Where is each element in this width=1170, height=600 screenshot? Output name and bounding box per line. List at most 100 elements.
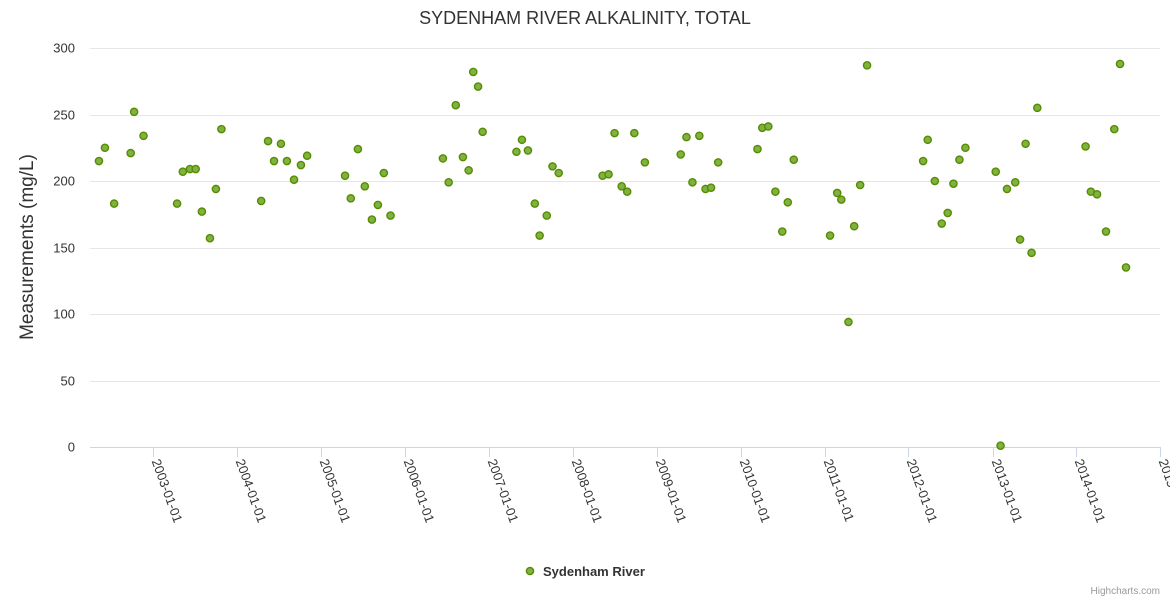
data-point[interactable] — [849, 221, 859, 231]
data-point[interactable] — [386, 211, 395, 220]
data-point[interactable] — [296, 160, 306, 170]
legend[interactable]: Sydenham River — [525, 564, 645, 579]
data-point[interactable] — [197, 207, 207, 216]
data-point[interactable] — [530, 199, 540, 208]
data-point[interactable] — [1101, 227, 1111, 236]
data-point[interactable] — [464, 166, 473, 175]
data-point[interactable] — [217, 124, 226, 134]
data-point[interactable] — [688, 178, 697, 187]
data-point[interactable] — [438, 154, 448, 163]
data-point[interactable] — [542, 211, 552, 220]
data-point[interactable] — [837, 195, 846, 204]
data-point[interactable] — [1033, 103, 1042, 113]
data-point[interactable] — [862, 60, 872, 70]
data-point[interactable] — [682, 132, 691, 142]
data-point[interactable] — [517, 135, 527, 145]
data-point[interactable] — [191, 164, 200, 174]
data-point[interactable] — [178, 167, 188, 176]
data-point[interactable] — [360, 182, 370, 191]
x-tick-label: 2009-01-01 — [653, 457, 690, 525]
data-point[interactable] — [961, 143, 970, 153]
data-point[interactable] — [1010, 178, 1020, 187]
data-point[interactable] — [844, 317, 853, 327]
data-point[interactable] — [451, 100, 461, 110]
data-point[interactable] — [100, 143, 110, 153]
data-point[interactable] — [996, 441, 1005, 450]
data-point[interactable] — [256, 196, 266, 206]
data-point[interactable] — [783, 197, 793, 207]
data-point[interactable] — [923, 135, 933, 145]
data-point[interactable] — [1115, 59, 1125, 69]
data-point[interactable] — [832, 188, 842, 198]
data-point[interactable] — [129, 107, 139, 117]
data-point[interactable] — [109, 199, 119, 208]
data-point[interactable] — [676, 150, 686, 159]
data-point[interactable] — [523, 146, 533, 155]
data-point[interactable] — [1109, 124, 1119, 134]
data-point[interactable] — [991, 167, 1001, 176]
data-point[interactable] — [340, 171, 350, 180]
data-point[interactable] — [263, 136, 273, 146]
data-point[interactable] — [94, 156, 104, 166]
legend-label[interactable]: Sydenham River — [543, 564, 645, 579]
data-point[interactable] — [1027, 248, 1036, 258]
x-tick-label: 2013-01-01 — [989, 457, 1026, 525]
data-point[interactable] — [302, 151, 312, 161]
x-tick-label: 2011-01-01 — [821, 457, 858, 524]
data-point[interactable] — [777, 227, 787, 236]
data-point[interactable] — [126, 148, 135, 158]
data-point[interactable] — [346, 193, 356, 203]
data-point[interactable] — [937, 219, 947, 228]
data-point[interactable] — [1002, 184, 1012, 194]
data-point[interactable] — [353, 144, 363, 154]
credits-link[interactable]: Highcharts.com — [1091, 586, 1160, 597]
data-point[interactable] — [771, 187, 780, 196]
data-point[interactable] — [276, 139, 286, 149]
data-point[interactable] — [1081, 142, 1090, 151]
data-point[interactable] — [211, 184, 221, 194]
data-point[interactable] — [548, 162, 557, 171]
y-gridlines — [90, 48, 1160, 382]
data-point[interactable] — [930, 176, 940, 186]
data-point[interactable] — [473, 82, 483, 91]
data-point[interactable] — [610, 128, 619, 138]
data-point[interactable] — [458, 152, 468, 162]
data-point[interactable] — [763, 122, 773, 131]
data-point[interactable] — [695, 131, 704, 141]
data-point[interactable] — [468, 67, 478, 77]
data-point[interactable] — [706, 183, 716, 192]
data-point[interactable] — [622, 187, 632, 196]
data-point[interactable] — [478, 127, 487, 137]
data-point[interactable] — [918, 156, 928, 166]
data-point[interactable] — [630, 128, 639, 138]
data-point[interactable] — [512, 147, 521, 157]
data-point[interactable] — [205, 233, 215, 243]
data-point[interactable] — [379, 168, 389, 178]
data-point[interactable] — [617, 182, 626, 191]
data-point[interactable] — [949, 179, 958, 188]
y-tick-label: 150 — [53, 241, 75, 256]
data-point[interactable] — [1092, 189, 1102, 199]
data-point[interactable] — [282, 156, 292, 166]
data-point[interactable] — [1121, 263, 1131, 272]
data-point[interactable] — [604, 170, 613, 179]
data-point[interactable] — [535, 231, 544, 240]
data-point[interactable] — [789, 155, 799, 165]
data-point[interactable] — [172, 199, 182, 208]
data-point[interactable] — [855, 180, 865, 190]
data-point[interactable] — [1015, 235, 1025, 244]
data-point[interactable] — [943, 208, 953, 218]
data-point[interactable] — [554, 168, 564, 178]
data-point[interactable] — [640, 158, 650, 167]
data-point[interactable] — [825, 231, 835, 240]
data-point[interactable] — [444, 178, 453, 187]
data-point[interactable] — [367, 215, 377, 224]
data-point[interactable] — [373, 200, 383, 210]
data-point[interactable] — [289, 175, 299, 184]
data-point[interactable] — [713, 158, 723, 167]
data-point[interactable] — [269, 156, 279, 166]
data-point[interactable] — [753, 144, 762, 154]
data-point[interactable] — [1021, 139, 1030, 149]
data-point[interactable] — [955, 155, 964, 165]
data-point[interactable] — [139, 131, 148, 141]
